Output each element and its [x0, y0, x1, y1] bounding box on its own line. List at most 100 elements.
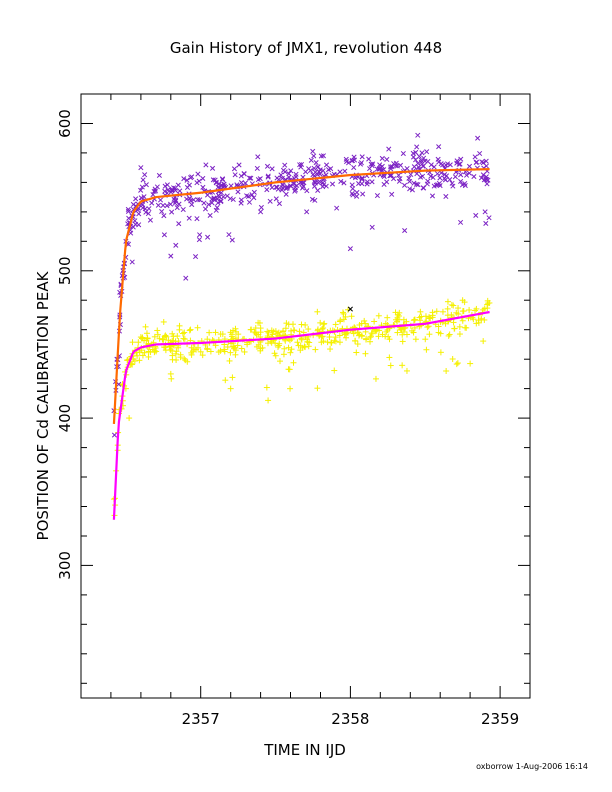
- data-point: [268, 327, 275, 334]
- data-point: [343, 156, 349, 162]
- data-point: [411, 164, 417, 170]
- data-point: [204, 346, 211, 353]
- data-point: [430, 174, 436, 181]
- data-point: [182, 357, 189, 364]
- data-point: [458, 178, 464, 184]
- data-point: [136, 211, 142, 217]
- data-point: [424, 181, 430, 187]
- data-point: [350, 192, 356, 198]
- data-point: [236, 162, 242, 168]
- lower-fit-line: [112, 310, 490, 520]
- data-point: [473, 212, 479, 218]
- plot-frame: [80, 93, 531, 699]
- data-point: [224, 193, 230, 199]
- data-point: [286, 337, 293, 344]
- data-point: [354, 341, 361, 348]
- data-point: [384, 314, 391, 321]
- data-point: [436, 159, 442, 165]
- data-point: [125, 206, 131, 212]
- data-point: [232, 347, 239, 354]
- data-point: [220, 194, 226, 200]
- data-point: [482, 209, 488, 215]
- data-point: [283, 191, 289, 197]
- data-point: [311, 165, 317, 171]
- data-point: [238, 179, 244, 186]
- data-point: [209, 196, 215, 202]
- data-point: [215, 184, 221, 190]
- data-point: [232, 172, 238, 178]
- data-point: [111, 432, 118, 438]
- x-tick-label: 2359: [481, 710, 519, 728]
- data-point: [251, 195, 257, 201]
- data-point: [288, 168, 294, 174]
- data-point: [255, 331, 262, 338]
- y-tick-label: 400: [56, 404, 74, 433]
- data-point: [427, 315, 434, 322]
- data-point: [343, 334, 350, 341]
- data-point: [139, 352, 146, 359]
- data-point: [274, 175, 280, 181]
- y-axis-label: POSITION OF Cd CALIBRATION PEAK: [34, 270, 52, 540]
- data-point: [354, 193, 360, 199]
- data-point: [195, 344, 202, 351]
- data-point: [279, 187, 285, 193]
- data-point: [194, 216, 200, 222]
- data-point: [130, 224, 136, 230]
- y-tick-label: 300: [56, 551, 74, 580]
- data-point: [265, 329, 272, 336]
- data-point: [444, 161, 451, 167]
- data-point: [287, 349, 294, 356]
- data-point: [138, 187, 144, 193]
- data-point: [162, 188, 168, 194]
- data-point: [276, 340, 283, 347]
- data-points: [110, 132, 493, 519]
- data-point: [338, 178, 344, 185]
- data-point: [363, 335, 370, 342]
- data-point: [179, 330, 186, 337]
- data-point: [227, 385, 234, 392]
- data-point: [349, 158, 355, 164]
- data-point: [395, 313, 402, 320]
- data-point: [408, 327, 415, 334]
- data-point: [439, 308, 446, 315]
- data-point: [176, 201, 182, 207]
- data-point: [186, 182, 192, 188]
- data-point: [145, 211, 151, 217]
- data-point: [226, 232, 232, 238]
- data-point: [177, 351, 184, 358]
- data-point: [172, 350, 179, 357]
- data-point: [139, 184, 145, 190]
- data-point: [202, 206, 209, 212]
- data-point: [232, 325, 239, 332]
- data-point: [205, 234, 211, 240]
- data-point: [352, 175, 359, 181]
- data-point: [263, 384, 270, 391]
- data-point: [359, 176, 365, 182]
- data-point: [352, 337, 359, 344]
- data-point: [388, 164, 394, 170]
- data-point: [176, 322, 183, 329]
- data-point: [138, 335, 145, 342]
- data-point: [142, 206, 148, 212]
- data-point: [283, 320, 290, 327]
- data-point: [422, 336, 429, 343]
- data-point: [392, 316, 399, 323]
- data-point: [298, 336, 305, 343]
- data-point: [138, 165, 144, 171]
- data-point: [320, 321, 327, 328]
- data-point: [153, 348, 160, 355]
- data-point: [298, 335, 305, 342]
- data-point: [449, 356, 456, 363]
- data-point: [435, 323, 442, 330]
- data-point: [214, 205, 220, 211]
- data-point: [475, 319, 482, 326]
- data-point: [297, 342, 304, 349]
- data-point: [341, 180, 347, 186]
- data-point: [152, 344, 159, 351]
- data-point: [248, 326, 255, 333]
- data-point: [181, 176, 187, 182]
- data-point: [424, 324, 431, 331]
- data-point: [184, 177, 190, 183]
- data-point: [187, 175, 194, 181]
- data-point: [437, 330, 444, 337]
